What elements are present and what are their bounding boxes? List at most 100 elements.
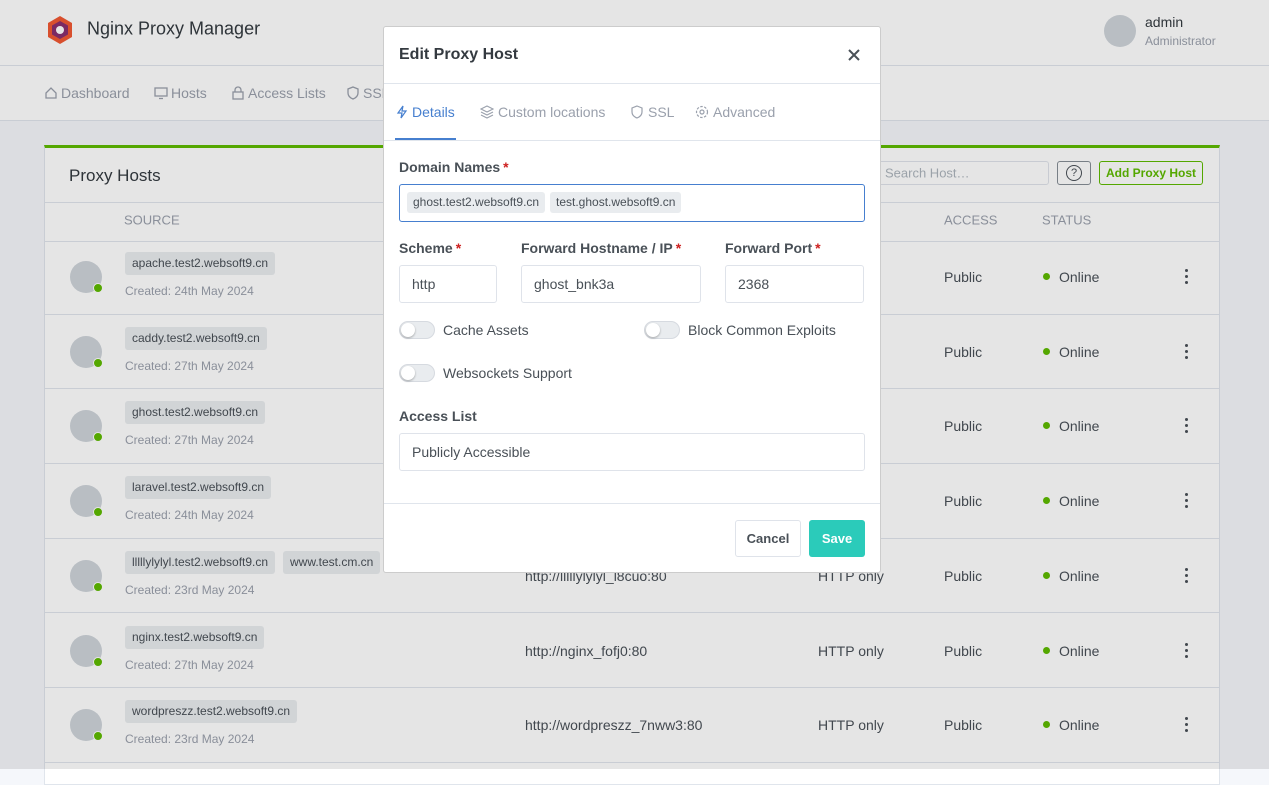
column-header: STATUS bbox=[1042, 212, 1092, 228]
search-placeholder: Search Host… bbox=[885, 165, 970, 181]
input-value: ghost_bnk3a bbox=[534, 276, 615, 292]
tab[interactable]: Custom locations bbox=[498, 104, 606, 120]
nav-item[interactable]: Hosts bbox=[171, 85, 207, 101]
close-button[interactable] bbox=[848, 49, 860, 61]
tab[interactable]: Advanced bbox=[713, 104, 776, 120]
menu-dot bbox=[1185, 275, 1188, 278]
menu-dot bbox=[1185, 269, 1188, 272]
access: Public bbox=[944, 717, 983, 734]
nav-item[interactable]: Dashboard bbox=[61, 85, 130, 101]
divider bbox=[384, 140, 880, 141]
table-row: nginx.test2.websoft9.cn Created: 27th May… bbox=[45, 614, 1219, 689]
column-header: SOURCE bbox=[124, 212, 180, 228]
column-header: ACCESS bbox=[944, 212, 998, 228]
hostname-input[interactable]: ghost_bnk3a bbox=[521, 265, 701, 303]
row-menu[interactable] bbox=[1185, 642, 1189, 659]
tab-active[interactable]: Details bbox=[412, 104, 455, 120]
required-mark: * bbox=[455, 240, 462, 256]
divider bbox=[384, 83, 880, 84]
row-menu[interactable] bbox=[1185, 717, 1189, 733]
add-proxy-host-button[interactable]: Add Proxy Host bbox=[1099, 161, 1203, 185]
cancel-button[interactable]: Cancel bbox=[735, 520, 801, 557]
modal-title: Edit Proxy Host bbox=[399, 46, 519, 63]
domain-tag: caddy.test2.websoft9.cn bbox=[125, 326, 267, 350]
row-menu[interactable] bbox=[1185, 567, 1189, 584]
menu-dot bbox=[1185, 418, 1188, 422]
brand: Nginx Proxy Manager bbox=[87, 18, 261, 39]
status: Online bbox=[1059, 269, 1100, 285]
menu-dot bbox=[1185, 424, 1188, 428]
status-dot bbox=[1043, 497, 1050, 505]
menu-dot bbox=[1185, 723, 1188, 727]
nav-item[interactable]: Access Lists bbox=[248, 85, 326, 101]
toggle-switch[interactable] bbox=[399, 321, 435, 339]
status-dot bbox=[1043, 273, 1050, 280]
port-input[interactable]: 2368 bbox=[725, 265, 864, 303]
online-indicator bbox=[93, 357, 103, 368]
label-text: Forward Hostname / IP bbox=[521, 240, 673, 256]
created-date: Created: 24th May 2024 bbox=[125, 284, 254, 298]
nav-item[interactable]: SSL bbox=[363, 85, 390, 101]
status: Online bbox=[1059, 418, 1100, 435]
domain-tag[interactable]: test.ghost.websoft9.cn bbox=[550, 192, 682, 213]
status: Online bbox=[1059, 493, 1100, 510]
destination: http://wordpreszz_7nww3:80 bbox=[525, 717, 703, 734]
created-date: Created: 27th May 2024 bbox=[125, 358, 254, 373]
row-menu[interactable] bbox=[1185, 343, 1189, 360]
avatar[interactable] bbox=[1104, 15, 1136, 47]
field-label: Scheme * bbox=[399, 240, 461, 256]
divider bbox=[384, 503, 880, 504]
status-dot bbox=[1043, 422, 1050, 430]
tab[interactable]: SSL bbox=[648, 104, 675, 120]
menu-dot bbox=[1185, 729, 1188, 733]
status: Online bbox=[1059, 717, 1100, 734]
tab-icon bbox=[480, 105, 494, 119]
access: Public bbox=[944, 343, 983, 360]
domain-tag: lllllylylyl.test2.websoft9.cn bbox=[125, 550, 276, 574]
tab-icon bbox=[695, 105, 709, 119]
menu-dot bbox=[1185, 493, 1188, 497]
field-label: Domain Names * bbox=[399, 159, 509, 175]
user-role: Administrator bbox=[1145, 34, 1216, 48]
toggle-switch[interactable] bbox=[399, 364, 435, 382]
created-date: Created: 23rd May 2024 bbox=[125, 582, 255, 597]
online-indicator bbox=[93, 656, 103, 667]
domain-tag: apache.test2.websoft9.cn bbox=[125, 252, 276, 275]
domain-tag: ghost.test2.websoft9.cn bbox=[125, 401, 266, 425]
nav-icon bbox=[45, 87, 57, 99]
row-menu[interactable] bbox=[1185, 269, 1189, 285]
menu-dot bbox=[1185, 499, 1188, 503]
table-row: lllllylylyl.test2.websoft9.cn www.test.cm… bbox=[45, 539, 1219, 614]
domain-names-input[interactable]: ghost.test2.websoft9.cn test.ghost.webso… bbox=[399, 184, 865, 222]
field-label: Access List bbox=[399, 408, 477, 424]
input-value: http bbox=[412, 276, 436, 292]
created-date: Created: 27th May 2024 bbox=[125, 657, 254, 672]
status-dot bbox=[1043, 721, 1050, 729]
access-list-select[interactable]: Publicly Accessible bbox=[399, 433, 865, 471]
scheme-input[interactable]: http bbox=[399, 265, 497, 303]
help-button[interactable]: ? bbox=[1057, 161, 1091, 185]
edit-proxy-host-modal: Edit Proxy Host Details Custom locations… bbox=[383, 26, 881, 573]
menu-dot bbox=[1185, 505, 1188, 509]
toggle-label: Cache Assets bbox=[443, 322, 529, 338]
menu-dot bbox=[1185, 717, 1188, 721]
tab-icon bbox=[631, 105, 643, 119]
row-menu[interactable] bbox=[1185, 493, 1189, 509]
save-button[interactable]: Save bbox=[809, 520, 865, 557]
status: Online bbox=[1059, 642, 1100, 659]
access: Public bbox=[944, 642, 983, 659]
input-value: 2368 bbox=[738, 276, 770, 292]
toggle-switch[interactable] bbox=[644, 321, 680, 339]
created-date: Created: 24th May 2024 bbox=[125, 508, 254, 523]
menu-dot bbox=[1185, 579, 1188, 583]
field-label: Forward Port * bbox=[725, 240, 821, 256]
domain-tag: wordpreszz.test2.websoft9.cn bbox=[125, 700, 298, 724]
domain-tag[interactable]: ghost.test2.websoft9.cn bbox=[407, 192, 546, 213]
help-icon: ? bbox=[1066, 165, 1082, 181]
row-menu[interactable] bbox=[1185, 418, 1189, 434]
menu-dot bbox=[1185, 349, 1188, 353]
ssl-type: HTTP only bbox=[818, 717, 884, 734]
menu-dot bbox=[1185, 567, 1188, 571]
tab-icon bbox=[396, 105, 408, 119]
created-date: Created: 23rd May 2024 bbox=[125, 732, 255, 747]
